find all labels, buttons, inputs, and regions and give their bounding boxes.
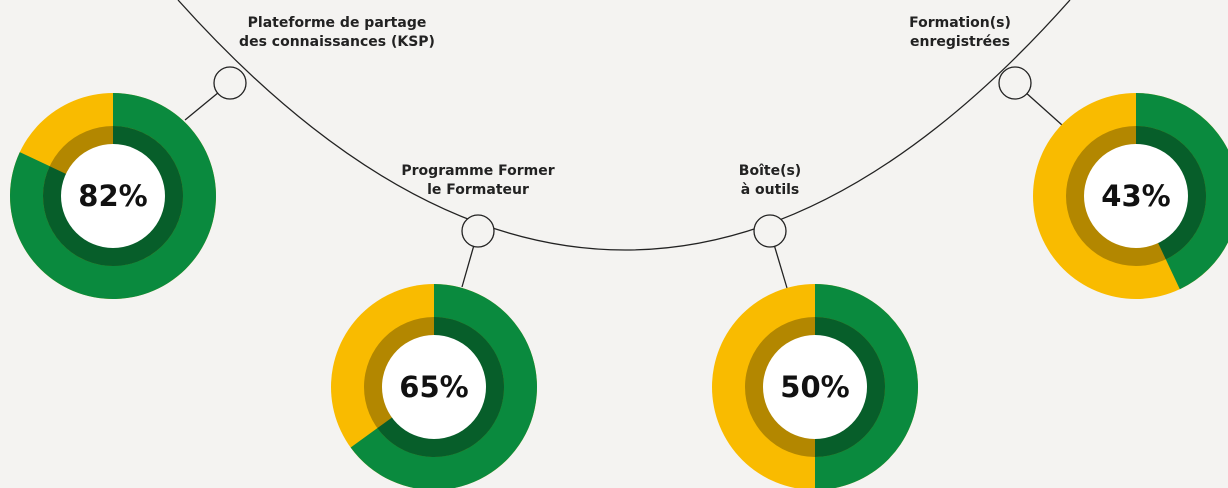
donut-center (1084, 144, 1188, 248)
donut-center (61, 144, 165, 248)
node (213, 66, 247, 100)
node (998, 66, 1032, 100)
donut-center (763, 335, 867, 439)
value-label: 65% (399, 370, 468, 404)
donut-center (382, 335, 486, 439)
value-label: 50% (780, 370, 849, 404)
category-label: Formation(s) enregistrées (909, 15, 1011, 50)
connectors (184, 82, 1063, 289)
category-label: Plateforme de partage des connaissances … (239, 15, 435, 50)
node (461, 214, 495, 248)
category-label: Boîte(s) à outils (738, 163, 802, 198)
node (753, 214, 787, 248)
category-label: Programme Former le Formateur (401, 163, 555, 198)
curve (177, 0, 1071, 251)
nodes (213, 66, 1032, 248)
value-label: 82% (78, 179, 147, 213)
value-label: 43% (1101, 179, 1170, 213)
